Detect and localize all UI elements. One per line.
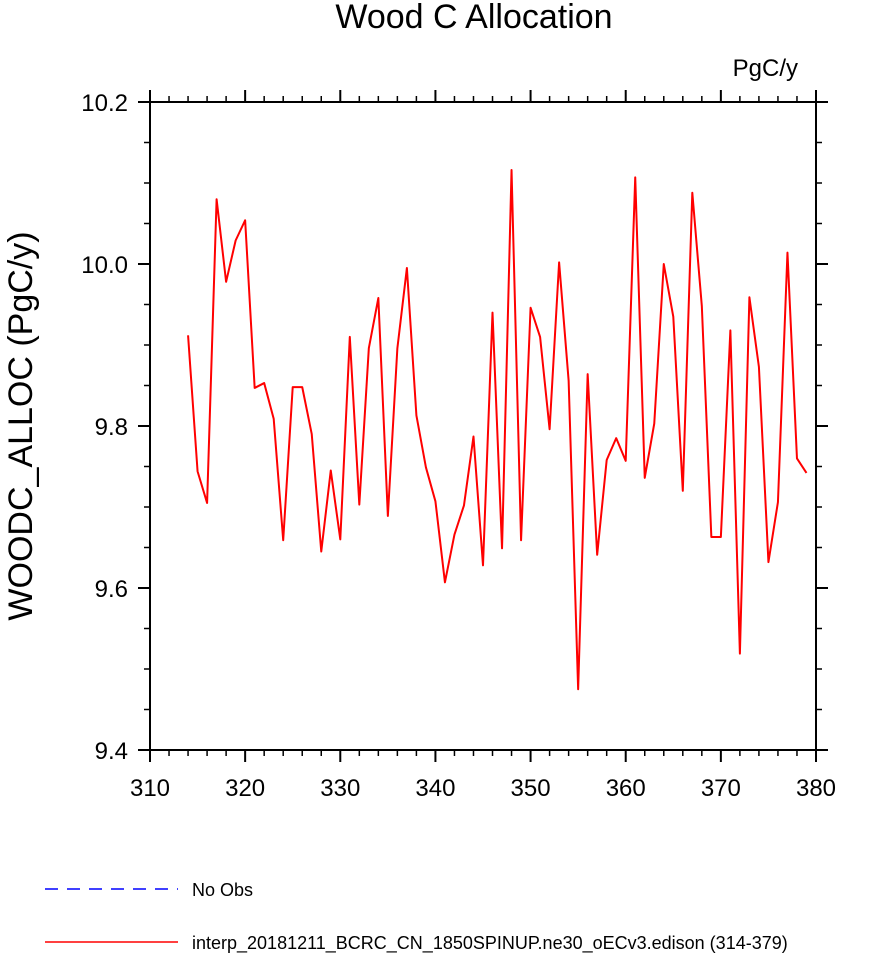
x-tick-label: 360 — [606, 775, 646, 802]
y-tick-label: 10.2 — [81, 90, 128, 117]
y-tick-label: 9.4 — [95, 738, 128, 765]
plot-area: 310 320 330 340 350 360 370 380 9.4 9.6 9.8 10.0 10.… — [81, 90, 836, 802]
axis-tick-labels: 310 320 330 340 350 360 370 380 9.4 9.6 9.8 10.0 10.… — [81, 90, 836, 802]
x-tick-label: 380 — [796, 775, 836, 802]
x-tick-label: 350 — [511, 775, 551, 802]
units-label: PgC/y — [733, 55, 798, 82]
x-tick-label: 330 — [320, 775, 360, 802]
x-tick-label: 310 — [130, 775, 170, 802]
plot-frame — [149, 101, 817, 751]
y-tick-label: 9.8 — [95, 414, 128, 441]
legend-label-model: interp_20181211_BCRC_CN_1850SPINUP.ne30_… — [192, 933, 788, 954]
axis-ticks — [138, 90, 828, 762]
legend: No Obs interp_20181211_BCRC_CN_1850SPINU… — [45, 880, 788, 954]
x-tick-label: 370 — [701, 775, 741, 802]
y-tick-label: 9.6 — [95, 576, 128, 603]
legend-label-no-obs: No Obs — [192, 880, 253, 900]
y-axis-label: WOODC_ALLOC (PgC/y) — [2, 231, 40, 620]
series-line-1 — [187, 169, 808, 691]
y-tick-label: 10.0 — [81, 252, 128, 279]
x-tick-label: 320 — [225, 775, 265, 802]
x-tick-label: 340 — [415, 775, 455, 802]
chart-title: Wood C Allocation — [335, 0, 612, 36]
series-group — [187, 169, 808, 691]
